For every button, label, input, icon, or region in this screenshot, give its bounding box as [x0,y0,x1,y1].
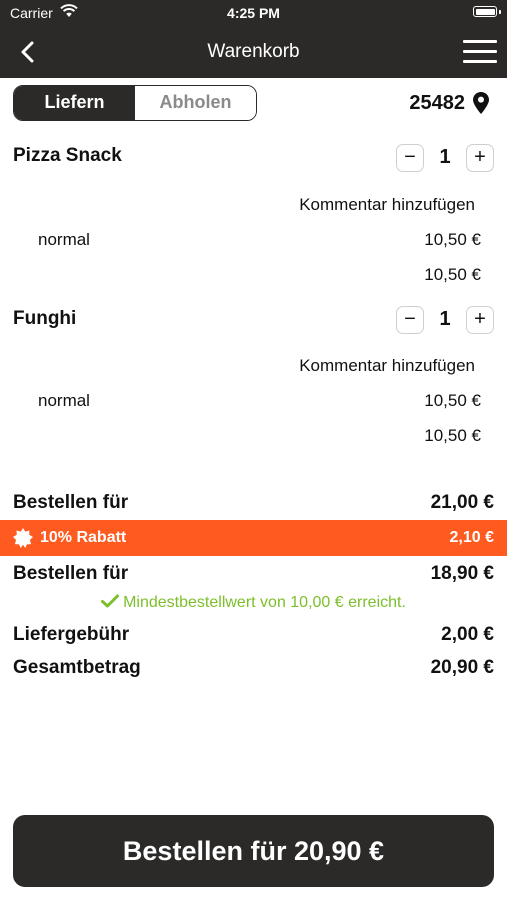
place-order-button[interactable]: Bestellen für 20,90 € [13,815,494,887]
back-arrow-icon[interactable] [14,38,42,66]
subtotal-value: 21,00 € [430,492,494,513]
add-comment-link[interactable]: Kommentar hinzufügen [299,195,475,214]
increase-quantity-button[interactable]: + [466,144,494,172]
total-label: Gesamtbetrag [13,657,141,678]
check-icon [101,594,120,608]
mode-option-liefern[interactable]: Liefern [14,86,135,120]
wifi-icon [60,4,78,17]
discount-value: 2,10 € [449,529,494,546]
location-pin-icon[interactable] [473,92,489,114]
battery-icon [473,6,497,17]
cart-item-name: Funghi [13,308,77,329]
item-total: 10,50 € [424,265,481,284]
carrier-label: Carrier [10,5,53,21]
quantity-stepper: − 1 + [396,306,494,336]
variant-price: 10,50 € [424,391,481,410]
minimum-order-note: Mindestbestellwert von 10,00 € erreicht. [0,594,507,612]
delivery-fee-label: Liefergebühr [13,624,130,645]
decrease-quantity-button[interactable]: − [396,306,424,334]
nav-bar: Warenkorb [0,26,507,78]
quantity-value: 1 [439,308,451,330]
increase-quantity-button[interactable]: + [466,306,494,334]
after-discount-value: 18,90 € [430,563,494,584]
discount-label: 10% Rabatt [40,529,127,546]
delivery-fee-value: 2,00 € [441,624,494,645]
hamburger-menu-icon[interactable] [463,40,497,64]
item-variant: normal [38,230,90,249]
discount-badge-icon [13,528,33,548]
variant-price: 10,50 € [424,230,481,249]
battery-tip [499,10,501,14]
discount-banner: 10% Rabatt 2,10 € [0,520,507,556]
zip-code[interactable]: 25482 [409,92,465,114]
item-total: 10,50 € [424,426,481,445]
status-bar: Carrier 4:25 PM [0,0,507,26]
clock: 4:25 PM [227,5,280,21]
decrease-quantity-button[interactable]: − [396,144,424,172]
subtotal-label: Bestellen für [13,492,129,513]
delivery-mode-toggle: Liefern Abholen [13,85,257,121]
after-discount-label: Bestellen für [13,563,129,584]
mode-option-abholen[interactable]: Abholen [135,86,256,120]
item-variant: normal [38,391,90,410]
minimum-order-text: Mindestbestellwert von 10,00 € erreicht. [123,594,406,611]
total-value: 20,90 € [430,657,494,678]
cart-item-name: Pizza Snack [13,145,122,166]
quantity-value: 1 [439,146,451,168]
quantity-stepper: − 1 + [396,144,494,174]
page-title: Warenkorb [207,41,300,62]
add-comment-link[interactable]: Kommentar hinzufügen [299,356,475,375]
